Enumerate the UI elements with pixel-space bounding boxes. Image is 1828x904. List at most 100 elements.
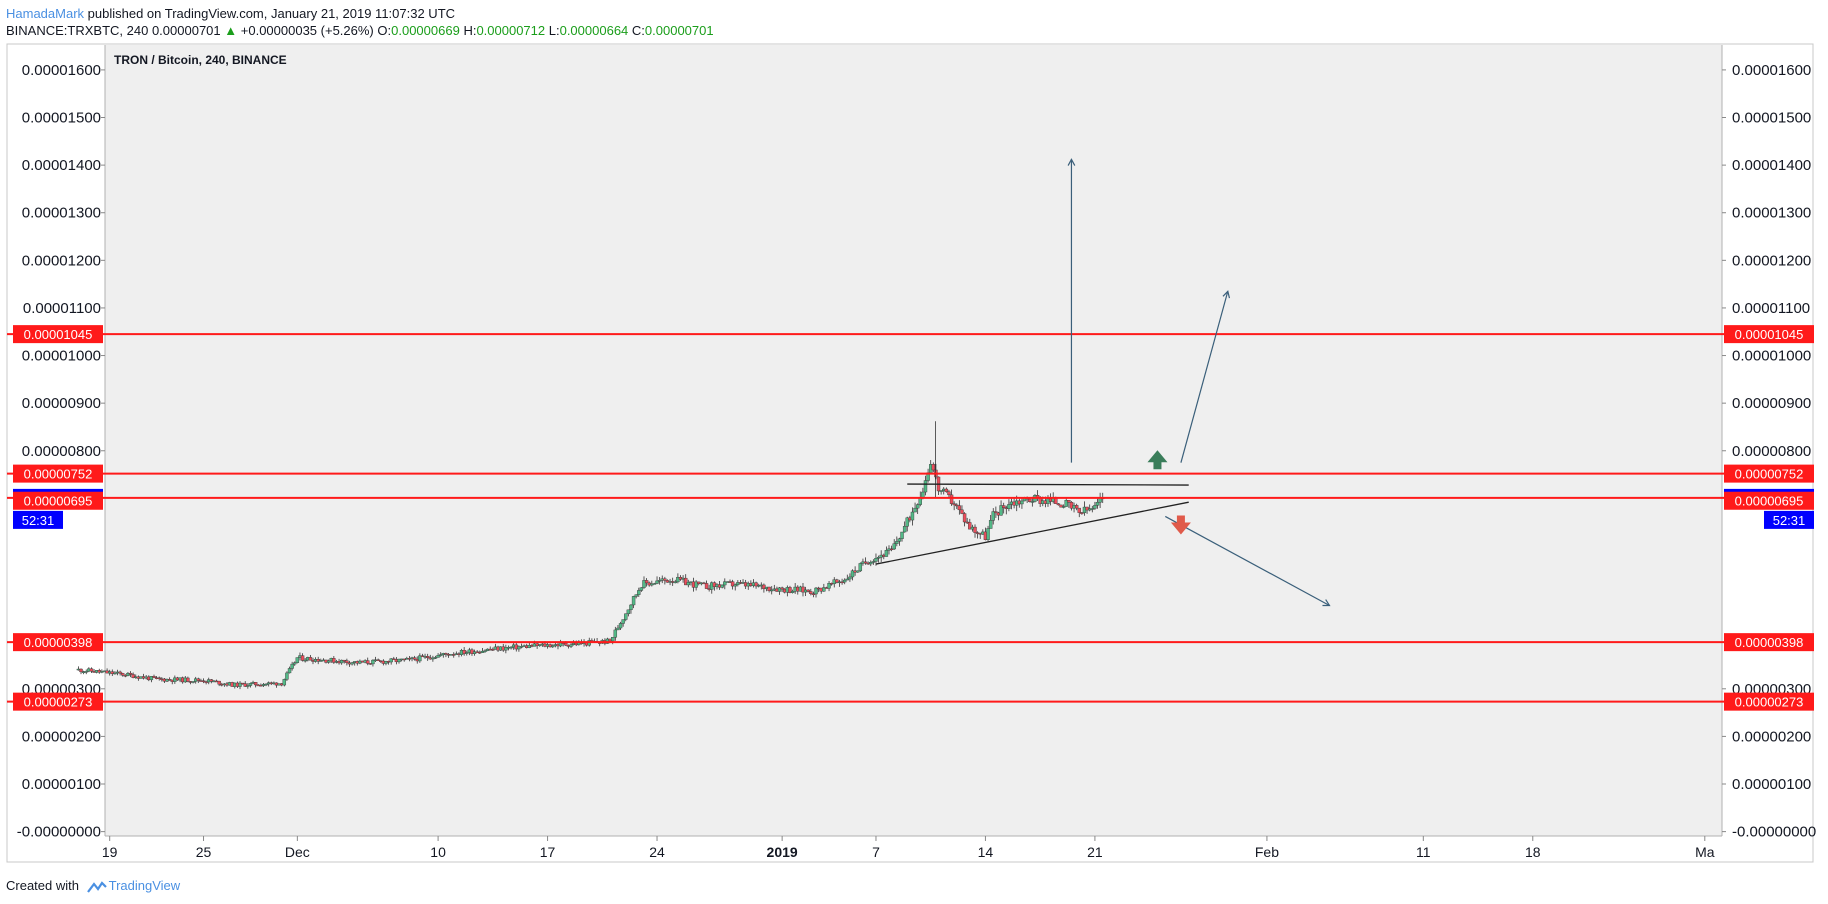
breakdown-arrow	[1164, 515, 1330, 607]
price-label-left: 0.00000273	[24, 695, 93, 710]
candle-body	[884, 550, 889, 557]
high-value: 0.00000712	[476, 23, 546, 38]
price-label-right-bg	[1724, 491, 1814, 510]
y-tick-label-left: 0.00001500	[22, 110, 101, 127]
candle-body	[962, 513, 967, 523]
low-label: L:	[548, 23, 560, 38]
candle-body	[564, 642, 568, 646]
x-tick-label: 7	[872, 844, 880, 860]
y-tick-label-left: 0.00001100	[23, 300, 101, 317]
candle-body	[1028, 498, 1032, 502]
y-tick-label-right: 0.00000200	[1732, 728, 1811, 745]
candle-body	[790, 591, 795, 593]
price-label-right: 0.00001045	[1735, 327, 1804, 342]
candle-body	[704, 583, 709, 589]
candle-body	[118, 671, 122, 674]
candle-body	[902, 526, 907, 533]
x-tick-label: 17	[540, 844, 556, 860]
candle-body	[639, 587, 644, 591]
up-triangle-icon: ▲	[224, 23, 238, 38]
candle-body	[991, 511, 995, 521]
candle-body	[960, 509, 964, 514]
candle-body	[110, 671, 114, 674]
y-tick-label-right: -0.00000000	[1732, 824, 1816, 841]
triangle-upper-line	[907, 483, 1189, 486]
symbol-label: BINANCE:TRXBTC, 240	[6, 23, 149, 38]
candle-body	[806, 589, 810, 592]
candle-body	[308, 657, 313, 661]
candle-body	[128, 672, 133, 675]
candle-body	[196, 678, 201, 681]
candle-body	[694, 581, 698, 588]
x-tick-label: Feb	[1255, 844, 1279, 860]
candle-body	[644, 580, 649, 584]
candle-body	[652, 583, 657, 585]
candle-body	[84, 671, 88, 673]
bull-arrow-icon	[1147, 450, 1168, 470]
price-change: +0.00000035 (+5.26%)	[240, 23, 374, 38]
candle-body	[921, 491, 925, 498]
candle-body	[371, 659, 375, 665]
triangle-lower-line	[875, 501, 1189, 565]
last-price: 0.00000701	[151, 23, 221, 38]
x-tick-label: 21	[1087, 844, 1103, 860]
tradingview-brand[interactable]: TradingView	[108, 878, 181, 893]
candle-body	[767, 586, 771, 591]
candle-body	[121, 673, 125, 676]
author-link[interactable]: HamadaMark	[6, 6, 85, 21]
candle-body	[642, 580, 646, 588]
x-tick-label: 10	[430, 844, 446, 860]
candle-body	[316, 659, 320, 662]
candle-body	[433, 657, 438, 659]
bear-arrow-icon	[1170, 515, 1191, 535]
high-label: H:	[463, 23, 477, 38]
x-tick-label: Ma	[1695, 844, 1715, 860]
candle-body	[1095, 502, 1100, 506]
candle-body	[939, 490, 943, 492]
candle-body	[444, 653, 448, 655]
price-label-left-bg	[13, 692, 103, 711]
candle-body	[634, 594, 638, 597]
candle-body	[944, 488, 949, 492]
price-label-right-bg	[1724, 325, 1814, 344]
candle-body	[621, 619, 625, 624]
price-label-left-bg	[13, 464, 103, 483]
candle-body	[842, 579, 847, 583]
candle-body	[157, 677, 161, 679]
candle-body	[850, 570, 855, 578]
candle-body	[631, 596, 636, 606]
candle-body	[1077, 507, 1081, 513]
candle-body	[811, 593, 816, 595]
candle-body	[986, 528, 990, 540]
candle-body	[905, 517, 909, 527]
candle-body	[285, 672, 289, 680]
y-tick-label-right: 0.00001200	[1732, 252, 1811, 269]
open-value: 0.00000669	[391, 23, 460, 38]
candle-body	[345, 660, 349, 663]
candle-body	[201, 680, 206, 682]
price-label-left-bg	[13, 633, 103, 652]
ohlc-line: BINANCE:TRXBTC, 240 0.00000701 ▲ +0.0000…	[6, 22, 1806, 39]
candle-body	[569, 644, 573, 647]
candle-body	[895, 541, 899, 544]
price-label-left: 0.00000695	[24, 494, 93, 509]
price-label-right: 0.00000695	[1735, 494, 1804, 509]
candle-body	[1074, 505, 1079, 509]
candle-body	[246, 685, 250, 687]
y-tick-label-right: 0.00000900	[1732, 395, 1811, 412]
x-tick-label: 18	[1525, 844, 1541, 860]
candle-body	[295, 657, 300, 663]
open-label: O:	[377, 23, 392, 38]
x-tick-label: 24	[649, 844, 665, 860]
candle-body	[152, 676, 156, 678]
candle-body	[915, 504, 920, 509]
candle-body	[1093, 505, 1097, 509]
candle-body	[1020, 500, 1024, 505]
candle-body	[1064, 500, 1068, 507]
target-arrow-head	[1067, 158, 1076, 166]
candle-body	[439, 654, 443, 656]
candle-body	[480, 650, 485, 653]
candle-body	[253, 682, 258, 686]
candle-body	[730, 581, 735, 587]
